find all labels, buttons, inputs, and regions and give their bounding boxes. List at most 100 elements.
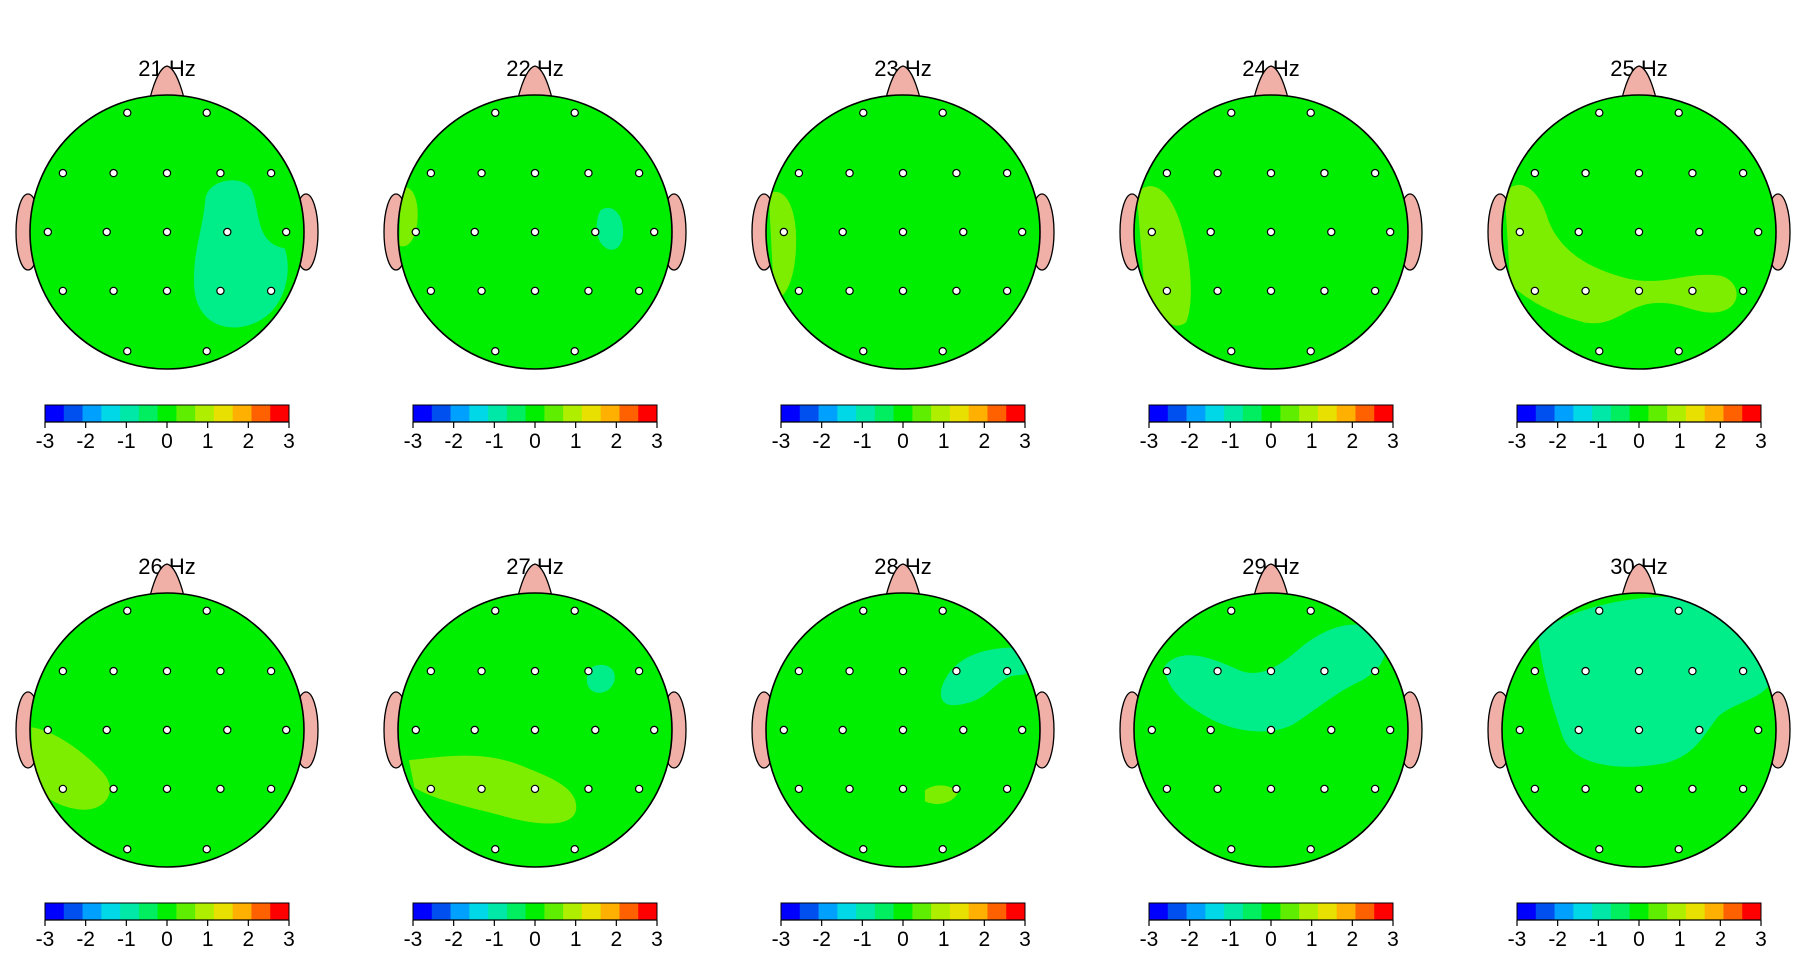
colorbar-tick-label: -3 (404, 430, 423, 453)
colorbar-bin (488, 405, 508, 422)
electrode (216, 286, 225, 296)
electrode (123, 844, 132, 854)
electrode (794, 286, 804, 296)
colorbar-bin (949, 903, 970, 920)
electrode (1320, 168, 1329, 178)
electrode (1738, 666, 1748, 676)
electrode (1227, 844, 1236, 854)
colorbar-tick-label: 3 (1019, 430, 1031, 453)
colorbar-tick-label: -2 (1180, 430, 1199, 453)
electrode (591, 725, 600, 735)
electrode (1227, 108, 1236, 118)
contour-region (1537, 596, 1771, 767)
electrode (1688, 784, 1697, 794)
electrode (1320, 286, 1329, 296)
electrode (216, 784, 225, 794)
nose (1621, 563, 1657, 597)
electrode (491, 844, 500, 854)
electrode (1515, 725, 1525, 735)
electrode (1385, 227, 1395, 237)
colorbar-tick-label: 2 (1714, 928, 1726, 951)
electrode (1306, 606, 1315, 616)
colorbar-bin (1517, 405, 1537, 422)
colorbar-bin (1610, 405, 1631, 422)
colorbar-bin (1149, 405, 1169, 422)
colorbar-bin (232, 903, 252, 920)
head-outline (1133, 94, 1409, 370)
electrode (1370, 168, 1380, 178)
colorbar-tick-label: -3 (1140, 430, 1159, 453)
colorbar-bin (1336, 903, 1356, 920)
colorbar-bin (213, 405, 234, 422)
colorbar-bin (968, 903, 988, 920)
colorbar-tick-label: -3 (1140, 928, 1159, 951)
contour-region (940, 647, 1033, 706)
electrode (530, 784, 540, 794)
contour-region (586, 664, 615, 693)
colorbar-bin (856, 903, 876, 920)
electrode (162, 666, 172, 676)
colorbar-bin (450, 903, 470, 920)
colorbar-tick-label: 3 (651, 928, 663, 951)
electrode (898, 168, 908, 178)
electrode (1327, 227, 1336, 237)
colorbar-tick-label: 1 (570, 928, 582, 951)
electrode (959, 227, 968, 237)
electrode (102, 227, 111, 237)
electrode (216, 666, 225, 676)
electrode (952, 168, 961, 178)
nose (1253, 65, 1289, 99)
electrode (477, 286, 486, 296)
colorbar-bin (931, 405, 951, 422)
electrode (584, 168, 593, 178)
colorbar-tick-label: 1 (1674, 928, 1686, 951)
colorbar-bin (1224, 903, 1244, 920)
electrode (634, 286, 644, 296)
electrode (570, 346, 579, 356)
colorbar-bin (1667, 903, 1687, 920)
colorbar-bin (120, 405, 140, 422)
electrode (426, 286, 436, 296)
colorbar-tick-label: 0 (529, 430, 541, 453)
colorbar-bin (600, 405, 620, 422)
colorbar-tick-label: 0 (1633, 928, 1645, 951)
colorbar-bin (1592, 405, 1612, 422)
electrode (938, 108, 947, 118)
nose (885, 65, 921, 99)
colorbar-bin (431, 903, 452, 920)
electrode (1385, 725, 1395, 735)
electrode (838, 227, 847, 237)
electrode (1266, 666, 1276, 676)
contour-regions (768, 191, 797, 301)
electrode (266, 784, 276, 794)
electrode (530, 666, 540, 676)
head-outline (397, 592, 673, 868)
electrode (102, 725, 111, 735)
colorbar-bin (1374, 903, 1394, 920)
colorbar-tick-label: -3 (36, 928, 55, 951)
colorbar-bin (138, 405, 159, 422)
electrode (952, 784, 961, 794)
colorbar-bin (949, 405, 970, 422)
electrode (1738, 286, 1748, 296)
electrode (898, 286, 908, 296)
colorbar-bin (1648, 405, 1668, 422)
electrode (1370, 666, 1380, 676)
colorbar-tick-label: 1 (938, 928, 950, 951)
colorbar-bin (157, 405, 177, 422)
electrode (952, 286, 961, 296)
electrode (634, 168, 644, 178)
colorbar-bin (619, 405, 639, 422)
colorbar-bin (413, 405, 433, 422)
colorbar-tick-label: -3 (772, 430, 791, 453)
electrode (584, 666, 593, 676)
electrode (1266, 725, 1276, 735)
contour-region (31, 727, 110, 810)
electrode (1002, 168, 1012, 178)
electrode (491, 346, 500, 356)
colorbar-bin (837, 903, 857, 920)
electrode (266, 286, 276, 296)
colorbar-bin (638, 903, 658, 920)
electrode (794, 666, 804, 676)
colorbar-tick-label: 0 (897, 430, 909, 453)
